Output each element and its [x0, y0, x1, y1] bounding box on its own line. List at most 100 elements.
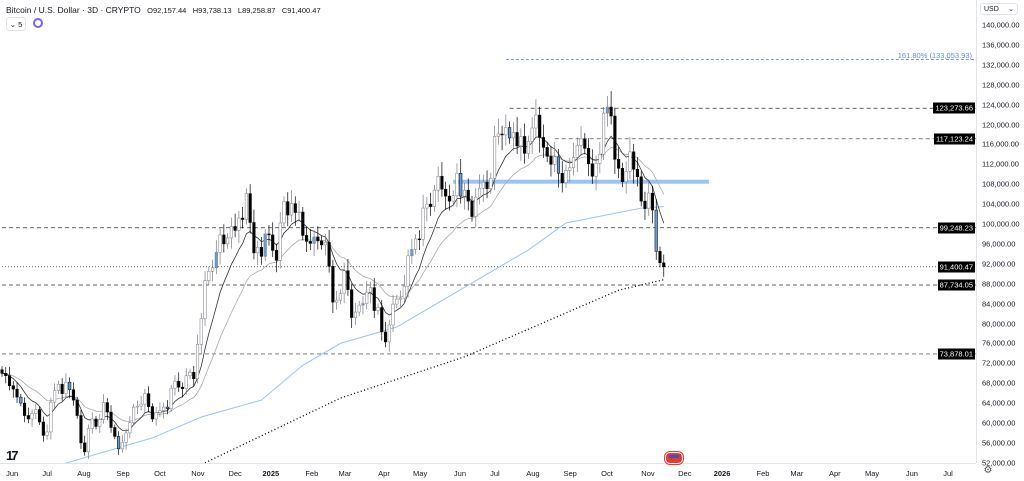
- moving-average-long-line: [204, 279, 664, 463]
- candle-body: [19, 396, 23, 404]
- symbol-legend: Bitcoin / U.S. Dollar · 3D · CRYPTO O92,…: [6, 5, 321, 15]
- candle-body: [643, 200, 647, 209]
- candle-body: [598, 154, 602, 164]
- candle-body: [650, 192, 655, 211]
- candle-body: [459, 173, 463, 197]
- candle-body: [470, 200, 474, 217]
- candle-body: [274, 250, 279, 261]
- candle-body: [583, 138, 587, 149]
- candle-body: [477, 187, 482, 198]
- time-tick-label: 2026: [713, 469, 731, 478]
- indicators-collapse-button[interactable]: ⌄ 5: [6, 17, 26, 31]
- candle-body: [519, 136, 523, 147]
- price-tick-label: 100,000.00: [982, 219, 1020, 229]
- level-price-label: 117,123.24: [934, 133, 975, 145]
- candle-body: [658, 251, 662, 264]
- price-axis[interactable]: 140,000.00 136,000.00 132,000.00 128,000.00…: [976, 0, 1024, 467]
- candle-body: [602, 112, 606, 155]
- candle-body: [511, 132, 515, 139]
- candle-body: [620, 168, 624, 182]
- candle-body: [485, 181, 489, 189]
- candle-body: [462, 189, 467, 197]
- candle-body: [635, 169, 639, 177]
- price-tick-label: 56,000.00: [982, 438, 1016, 448]
- symbol-title[interactable]: Bitcoin / U.S. Dollar · 3D · CRYPTO: [6, 5, 141, 15]
- candle-body: [346, 270, 350, 290]
- candle-body: [117, 436, 121, 450]
- price-tick-label: 116,000.00: [982, 139, 1019, 149]
- candle-body: [406, 255, 410, 287]
- candle-body: [654, 209, 658, 252]
- candle-body: [7, 375, 12, 386]
- loading-indicator-icon: [33, 18, 43, 28]
- price-tick-label: 68,000.00: [982, 378, 1016, 388]
- candle-body: [320, 240, 324, 246]
- candle-body: [605, 106, 609, 114]
- time-tick-label: Sep: [116, 469, 130, 478]
- candle-body: [594, 163, 598, 177]
- time-tick-label: Oct: [601, 469, 613, 478]
- candle-body: [158, 410, 162, 413]
- currency-select[interactable]: USD ⌄: [980, 3, 1018, 15]
- candle-body: [49, 401, 53, 433]
- candle-body: [90, 418, 94, 429]
- economic-event-flag-icon[interactable]: [665, 452, 683, 464]
- price-tick-label: 92,000.00: [982, 259, 1016, 269]
- candle-body: [451, 195, 455, 202]
- candle-body: [278, 222, 282, 261]
- candle-body: [83, 442, 87, 453]
- time-tick-label: Aug: [526, 469, 540, 478]
- candle-body: [549, 156, 553, 165]
- candle-body: [263, 233, 267, 257]
- price-tick-label: 128,000.00: [982, 80, 1020, 90]
- time-tick-label: Sep: [563, 469, 577, 478]
- candle-body: [402, 285, 406, 299]
- candle-body: [60, 383, 64, 394]
- price-tick-label: 112,000.00: [982, 159, 1019, 169]
- candle-body: [579, 138, 583, 146]
- time-axis[interactable]: Jun Jul Aug Sep Oct Nov Dec 2025 Feb Mar Apr May Jun…: [0, 463, 976, 481]
- candle-body: [391, 303, 395, 326]
- candle-body: [632, 151, 636, 170]
- candle-body: [553, 156, 557, 165]
- moving-average-mid-line: [64, 206, 664, 463]
- candle-body: [259, 247, 263, 257]
- price-tick-label: 124,000.00: [982, 100, 1020, 110]
- candle-body: [395, 298, 399, 305]
- price-tick-label: 96,000.00: [982, 239, 1016, 249]
- settings-gear-icon[interactable]: ⚙: [983, 465, 993, 476]
- candle-body: [504, 127, 508, 136]
- price-tick-label: 140,000.00: [982, 20, 1020, 30]
- tradingview-logo[interactable]: 17: [6, 448, 19, 463]
- candle-body: [496, 133, 500, 137]
- candle-body: [417, 238, 421, 240]
- candle-body: [372, 287, 376, 311]
- candle-body: [523, 136, 527, 154]
- candle-body: [564, 170, 568, 183]
- candle-body: [128, 422, 132, 434]
- time-tick-label: Jul: [490, 469, 500, 478]
- candle-body: [297, 211, 301, 214]
- support-zone: [453, 179, 709, 184]
- currency-label: USD: [984, 5, 999, 13]
- candle-body: [214, 252, 218, 269]
- candle-body: [331, 266, 335, 303]
- price-tick-label: 104,000.00: [982, 199, 1020, 209]
- candle-body: [327, 242, 331, 267]
- candle-body: [132, 406, 136, 423]
- time-tick-label: Dec: [678, 469, 692, 478]
- candle-body: [68, 381, 72, 390]
- candle-body: [105, 402, 109, 413]
- candle-body: [162, 406, 166, 411]
- candle-body: [368, 287, 373, 293]
- indicators-count: 5: [18, 19, 23, 29]
- candle-body: [218, 234, 222, 253]
- time-tick-label: Jun: [905, 469, 918, 478]
- candle-body: [301, 211, 305, 236]
- candle-body: [534, 114, 538, 129]
- candle-body: [436, 175, 440, 191]
- price-chart[interactable]: [0, 0, 976, 463]
- candle-body: [353, 311, 357, 318]
- time-tick-label: Mar: [338, 469, 352, 478]
- candle-body: [617, 159, 621, 169]
